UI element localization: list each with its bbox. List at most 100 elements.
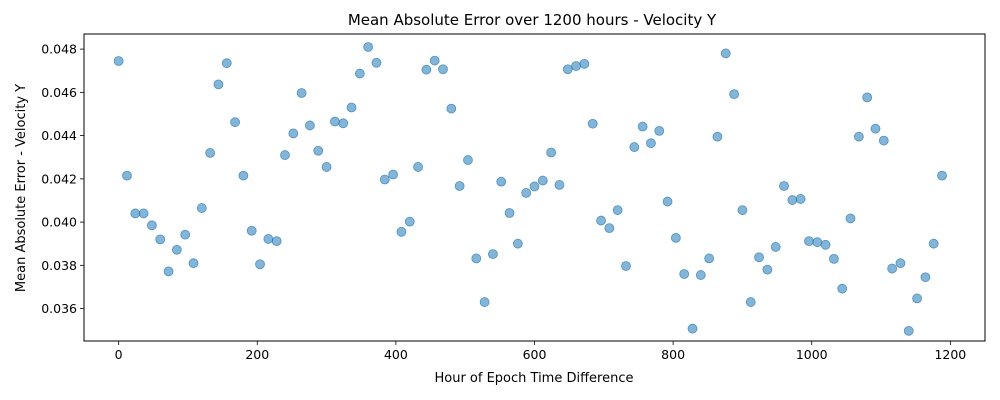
- data-point: [238, 170, 249, 181]
- y-axis-label: Mean Absolute Error - Velocity Y: [14, 84, 29, 292]
- data-point: [795, 194, 806, 204]
- data-point: [221, 58, 232, 69]
- data-point: [454, 181, 465, 191]
- data-point: [571, 61, 581, 71]
- data-point: [446, 103, 457, 114]
- data-point: [130, 208, 141, 219]
- x-tick-label: 800: [661, 347, 685, 362]
- data-point: [404, 216, 415, 227]
- data-point: [546, 147, 557, 158]
- data-point: [488, 249, 498, 259]
- data-point: [421, 64, 432, 75]
- data-point: [779, 181, 789, 191]
- data-point: [937, 170, 947, 181]
- data-point: [695, 270, 706, 280]
- data-point: [787, 195, 798, 205]
- data-point: [463, 155, 473, 165]
- data-point: [812, 237, 823, 248]
- data-point: [612, 205, 623, 216]
- data-point: [903, 325, 914, 336]
- data-point: [529, 181, 540, 192]
- data-point: [122, 170, 132, 181]
- data-point: [313, 145, 324, 156]
- data-point: [804, 236, 814, 247]
- y-axis-ticks: 0.036 0.038 0.040 0.042 0.044 0.046 0.048: [41, 42, 84, 316]
- data-point: [479, 297, 490, 307]
- data-point: [329, 116, 340, 127]
- data-point: [163, 266, 174, 277]
- data-point: [413, 162, 423, 172]
- x-axis-ticks: 0 200 400 600 800 1000 1200: [115, 341, 966, 362]
- data-point: [471, 253, 482, 264]
- data-point: [147, 220, 157, 231]
- data-point: [704, 253, 715, 264]
- data-point: [271, 236, 282, 247]
- data-point: [388, 169, 399, 180]
- data-point: [321, 162, 332, 172]
- data-point: [255, 259, 265, 270]
- data-point: [770, 242, 781, 252]
- data-point: [371, 57, 382, 68]
- data-point: [196, 203, 207, 213]
- data-point: [113, 56, 124, 66]
- data-points: [113, 42, 947, 336]
- data-point: [246, 225, 257, 236]
- data-point: [296, 88, 307, 98]
- x-tick-label: 1000: [796, 347, 828, 362]
- y-tick-label: 0.040: [41, 215, 77, 230]
- data-point: [205, 148, 216, 158]
- data-point: [346, 102, 357, 113]
- y-tick-label: 0.038: [41, 258, 77, 273]
- y-tick-label: 0.046: [41, 85, 77, 100]
- data-point: [596, 215, 606, 226]
- data-point: [354, 68, 365, 79]
- data-point: [155, 234, 166, 245]
- data-point: [870, 123, 881, 134]
- data-point: [670, 232, 681, 243]
- data-point: [745, 297, 756, 307]
- data-point: [729, 89, 740, 99]
- data-point: [820, 239, 831, 250]
- chart-title: Mean Absolute Error over 1200 hours - Ve…: [348, 11, 717, 29]
- data-point: [429, 55, 440, 66]
- y-tick-label: 0.048: [41, 42, 77, 57]
- data-point: [138, 208, 149, 219]
- data-point: [305, 120, 315, 131]
- data-point: [180, 229, 191, 240]
- data-point: [878, 135, 889, 146]
- data-point: [496, 176, 507, 187]
- data-point: [438, 64, 448, 75]
- data-point: [720, 48, 731, 59]
- data-point: [396, 226, 407, 237]
- data-point: [712, 131, 723, 142]
- data-point: [338, 118, 349, 129]
- x-tick-label: 600: [523, 347, 547, 362]
- data-point: [213, 79, 224, 90]
- data-point: [521, 187, 532, 198]
- data-point: [920, 272, 931, 283]
- x-tick-label: 0: [115, 347, 123, 362]
- data-point: [188, 258, 199, 269]
- data-point: [662, 196, 673, 207]
- data-point: [554, 180, 565, 190]
- x-tick-label: 400: [384, 347, 408, 362]
- data-point: [912, 293, 922, 304]
- data-point: [862, 92, 873, 103]
- data-point: [562, 64, 573, 75]
- data-point: [629, 142, 640, 152]
- data-point: [895, 258, 906, 269]
- data-point: [845, 213, 856, 224]
- y-tick-label: 0.044: [41, 128, 77, 143]
- x-tick-label: 200: [245, 347, 269, 362]
- data-point: [637, 121, 648, 132]
- data-point: [737, 205, 748, 216]
- data-point: [621, 261, 631, 271]
- data-point: [853, 131, 864, 142]
- data-point: [171, 244, 182, 255]
- data-point: [537, 175, 548, 186]
- data-point: [504, 208, 515, 218]
- data-point: [754, 252, 764, 263]
- data-point: [646, 138, 656, 149]
- data-point: [762, 264, 773, 275]
